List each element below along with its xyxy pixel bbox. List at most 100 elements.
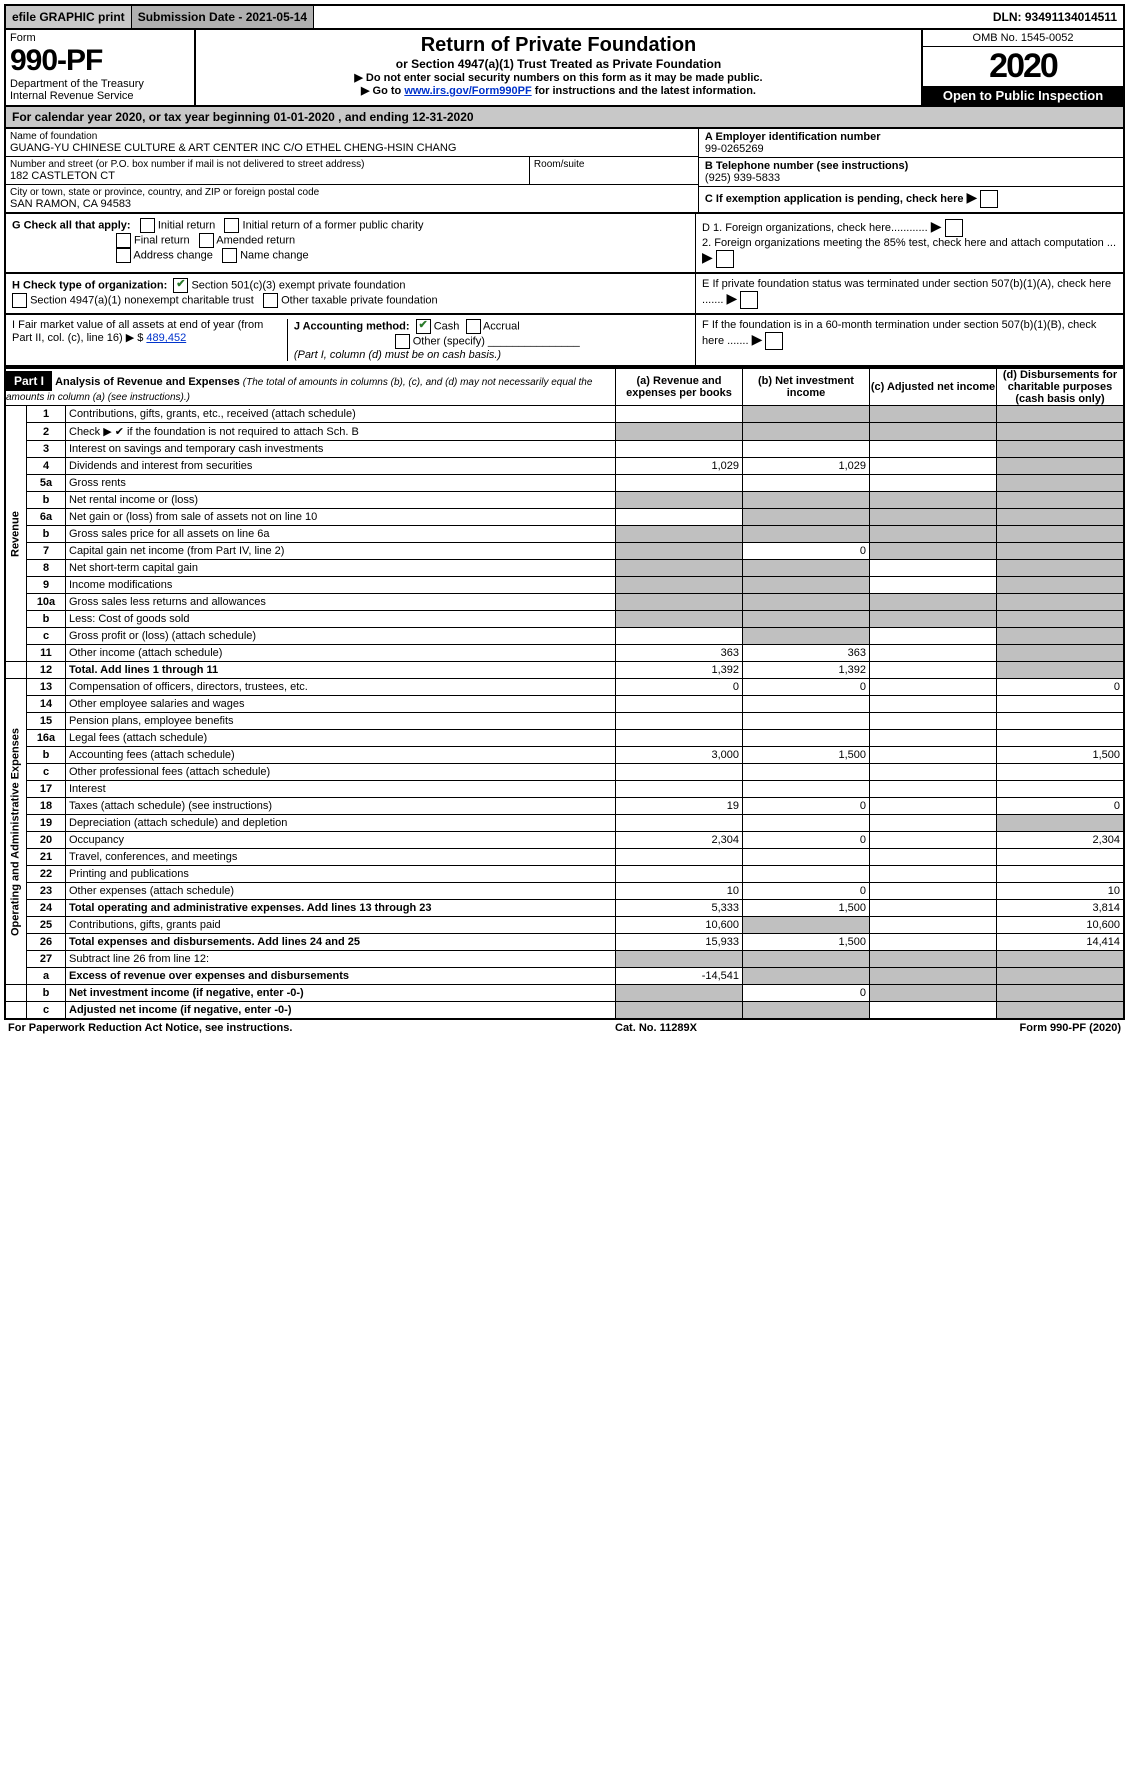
calendar-year: For calendar year 2020, or tax year begi… bbox=[4, 107, 1125, 129]
col-b-header: (b) Net investment income bbox=[743, 368, 870, 406]
info-grid: Name of foundation GUANG-YU CHINESE CULT… bbox=[4, 129, 1125, 214]
revenue-label: Revenue bbox=[5, 406, 27, 662]
check-section-g: G Check all that apply: Initial return I… bbox=[4, 214, 1125, 274]
row-22: Printing and publications bbox=[66, 866, 616, 883]
row-5a: Gross rents bbox=[66, 475, 616, 492]
dln: DLN: 93491134014511 bbox=[987, 6, 1123, 28]
row-18: Taxes (attach schedule) (see instruction… bbox=[66, 798, 616, 815]
dept: Department of the Treasury bbox=[10, 78, 190, 90]
row-9: Income modifications bbox=[66, 577, 616, 594]
col-c-header: (c) Adjusted net income bbox=[870, 368, 997, 406]
cb-initial[interactable] bbox=[140, 218, 155, 233]
irs-link[interactable]: www.irs.gov/Form990PF bbox=[404, 85, 531, 97]
cb-501c3[interactable]: ✔ bbox=[173, 278, 188, 293]
row-12: Total. Add lines 1 through 11 bbox=[66, 662, 616, 679]
city: SAN RAMON, CA 94583 bbox=[10, 198, 694, 210]
cb-accrual[interactable] bbox=[466, 319, 481, 334]
foundation-name-cell: Name of foundation GUANG-YU CHINESE CULT… bbox=[6, 129, 698, 157]
row-27a: Excess of revenue over expenses and disb… bbox=[66, 968, 616, 985]
check-section-h: H Check type of organization: ✔ Section … bbox=[4, 274, 1125, 315]
phone-cell: B Telephone number (see instructions) (9… bbox=[699, 158, 1123, 187]
top-bar: efile GRAPHIC print Submission Date - 20… bbox=[4, 4, 1125, 30]
header-left: Form 990-PF Department of the Treasury I… bbox=[6, 30, 196, 105]
form-header: Form 990-PF Department of the Treasury I… bbox=[4, 30, 1125, 107]
cb-e[interactable] bbox=[740, 291, 758, 309]
row-4: Dividends and interest from securities bbox=[66, 458, 616, 475]
g-label: G Check all that apply: bbox=[12, 219, 131, 231]
row-26: Total expenses and disbursements. Add li… bbox=[66, 934, 616, 951]
row-10b: Less: Cost of goods sold bbox=[66, 611, 616, 628]
note-ssn: ▶ Do not enter social security numbers o… bbox=[200, 71, 917, 84]
cb-initial-former[interactable] bbox=[224, 218, 239, 233]
row-11: Other income (attach schedule) bbox=[66, 645, 616, 662]
row-17: Interest bbox=[66, 781, 616, 798]
cb-cash[interactable]: ✔ bbox=[416, 319, 431, 334]
row-6a: Net gain or (loss) from sale of assets n… bbox=[66, 509, 616, 526]
col-a-header: (a) Revenue and expenses per books bbox=[616, 368, 743, 406]
j-note: (Part I, column (d) must be on cash basi… bbox=[294, 349, 501, 361]
ein-cell: A Employer identification number 99-0265… bbox=[699, 129, 1123, 158]
form-number: 990-PF bbox=[10, 44, 190, 78]
row-6b: Gross sales price for all assets on line… bbox=[66, 526, 616, 543]
row-24: Total operating and administrative expen… bbox=[66, 900, 616, 917]
ein: 99-0265269 bbox=[705, 143, 764, 155]
row-1: Contributions, gifts, grants, etc., rece… bbox=[66, 406, 616, 423]
cb-4947[interactable] bbox=[12, 293, 27, 308]
row-10a: Gross sales less returns and allowances bbox=[66, 594, 616, 611]
e-label: E If private foundation status was termi… bbox=[702, 278, 1111, 306]
row-16c: Other professional fees (attach schedule… bbox=[66, 764, 616, 781]
header-center: Return of Private Foundation or Section … bbox=[196, 30, 921, 105]
d2-label: 2. Foreign organizations meeting the 85%… bbox=[702, 237, 1116, 249]
cb-d1[interactable] bbox=[945, 219, 963, 237]
col-d-header: (d) Disbursements for charitable purpose… bbox=[997, 368, 1125, 406]
cb-name-change[interactable] bbox=[222, 248, 237, 263]
row-13: Compensation of officers, directors, tru… bbox=[66, 679, 616, 696]
cb-amended[interactable] bbox=[199, 233, 214, 248]
omb: OMB No. 1545-0052 bbox=[923, 30, 1123, 47]
cb-final[interactable] bbox=[116, 233, 131, 248]
footer-right: Form 990-PF (2020) bbox=[1020, 1022, 1121, 1034]
room-cell: Room/suite bbox=[529, 157, 698, 185]
form-word: Form bbox=[10, 32, 190, 44]
row-19: Depreciation (attach schedule) and deple… bbox=[66, 815, 616, 832]
row-21: Travel, conferences, and meetings bbox=[66, 849, 616, 866]
header-right: OMB No. 1545-0052 2020 Open to Public In… bbox=[921, 30, 1123, 105]
cb-other-method[interactable] bbox=[395, 334, 410, 349]
part1-title: Analysis of Revenue and Expenses bbox=[55, 376, 240, 388]
cb-d2[interactable] bbox=[716, 250, 734, 268]
footer: For Paperwork Reduction Act Notice, see … bbox=[4, 1020, 1125, 1036]
cb-other-tax[interactable] bbox=[263, 293, 278, 308]
address-cell: Number and street (or P.O. box number if… bbox=[6, 157, 529, 185]
open-inspection: Open to Public Inspection bbox=[923, 86, 1123, 105]
checkbox-c[interactable] bbox=[980, 190, 998, 208]
row-10c: Gross profit or (loss) (attach schedule) bbox=[66, 628, 616, 645]
note-goto: ▶ Go to www.irs.gov/Form990PF for instru… bbox=[200, 84, 917, 97]
row-16b: Accounting fees (attach schedule) bbox=[66, 747, 616, 764]
part1-table: Part I Analysis of Revenue and Expenses … bbox=[4, 367, 1125, 1020]
row-7: Capital gain net income (from Part IV, l… bbox=[66, 543, 616, 560]
check-section-ij: I Fair market value of all assets at end… bbox=[4, 315, 1125, 367]
row-5b: Net rental income or (loss) bbox=[66, 492, 616, 509]
row-16a: Legal fees (attach schedule) bbox=[66, 730, 616, 747]
row-14: Other employee salaries and wages bbox=[66, 696, 616, 713]
footer-mid: Cat. No. 11289X bbox=[615, 1022, 697, 1034]
efile-label[interactable]: efile GRAPHIC print bbox=[6, 6, 132, 28]
part1-label: Part I bbox=[6, 371, 52, 391]
cb-addr-change[interactable] bbox=[116, 248, 131, 263]
row-15: Pension plans, employee benefits bbox=[66, 713, 616, 730]
row-8: Net short-term capital gain bbox=[66, 560, 616, 577]
row-27: Subtract line 26 from line 12: bbox=[66, 951, 616, 968]
exemption-cell: C If exemption application is pending, c… bbox=[699, 187, 1123, 210]
row-25: Contributions, gifts, grants paid bbox=[66, 917, 616, 934]
cb-f[interactable] bbox=[765, 332, 783, 350]
form-title: Return of Private Foundation bbox=[200, 34, 917, 57]
h-label: H Check type of organization: bbox=[12, 280, 167, 292]
city-cell: City or town, state or province, country… bbox=[6, 185, 698, 212]
fmv-value: 489,452 bbox=[146, 332, 186, 344]
row-27b: Net investment income (if negative, ente… bbox=[66, 985, 616, 1002]
tax-year: 2020 bbox=[923, 47, 1123, 86]
j-label: J Accounting method: bbox=[294, 321, 410, 333]
form-subtitle: or Section 4947(a)(1) Trust Treated as P… bbox=[200, 57, 917, 71]
irs: Internal Revenue Service bbox=[10, 90, 190, 102]
foundation-name: GUANG-YU CHINESE CULTURE & ART CENTER IN… bbox=[10, 142, 694, 154]
